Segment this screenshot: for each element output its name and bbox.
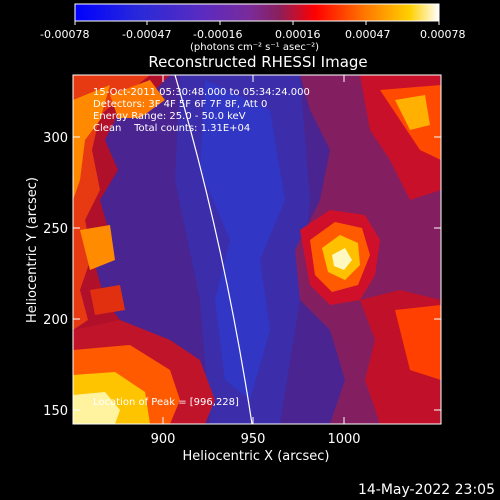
y-tick-label: 200 <box>43 313 68 328</box>
render-timestamp: 14-May-2022 23:05 <box>358 482 495 498</box>
method-counts-annotation: Clean Total counts: 1.31E+04 <box>93 123 250 134</box>
y-tick-label: 300 <box>43 131 68 146</box>
time-range-annotation: 15-Oct-2011 05:30:48.000 to 05:34:24.000 <box>93 87 310 98</box>
x-tick-label: 950 <box>241 432 266 447</box>
solar-limb-curve <box>174 75 253 424</box>
colorbar-ticks <box>74 21 440 25</box>
energy-range-annotation: Energy Range: 25.0 - 50.0 keV <box>93 111 246 122</box>
colorbar <box>74 3 440 22</box>
y-tick-label: 250 <box>43 222 68 237</box>
x-tick-label: 900 <box>151 432 176 447</box>
x-axis-ticks <box>162 75 345 424</box>
plot-title: Reconstructed RHESSI Image <box>148 53 367 71</box>
colorbar-tick-label: -0.00016 <box>193 28 242 41</box>
peak-location-annotation: Location of Peak = [996,228] <box>93 397 239 408</box>
colorbar-tick-label: -0.00047 <box>122 28 171 41</box>
x-tick-label: 1000 <box>327 432 360 447</box>
colorbar-tick-label: 0.00016 <box>275 28 321 41</box>
y-axis-ticks <box>73 136 441 411</box>
plot-frame <box>72 74 442 425</box>
detectors-annotation: Detectors: 3F 4F 5F 6F 7F 8F, Att 0 <box>93 99 267 110</box>
colorbar-unit-label: (photons cm⁻² s⁻¹ asec⁻²) <box>190 42 319 53</box>
colorbar-tick-label: 0.00047 <box>345 28 391 41</box>
rhessi-image <box>73 75 441 424</box>
colorbar-tick-label: -0.00078 <box>40 28 89 41</box>
y-tick-label: 150 <box>43 404 68 419</box>
x-axis-label: Heliocentric X (arcsec) <box>183 449 330 464</box>
y-axis-label: Heliocentric Y (arcsec) <box>25 177 40 323</box>
colorbar-tick-label: 0.00078 <box>420 28 466 41</box>
